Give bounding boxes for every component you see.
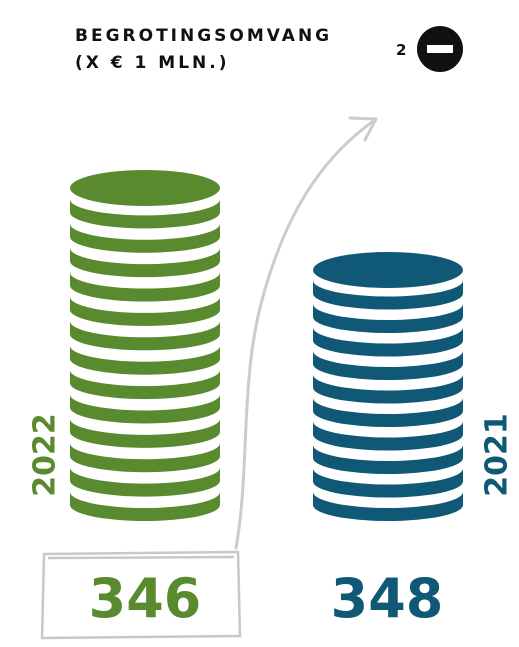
title: BEGROTINGSOMVANG [75,26,332,46]
coin-top [70,170,220,206]
highlight-box [40,550,242,640]
value-label: 346 [89,567,202,630]
year-label: 2022 [28,413,63,497]
value-label: 348 [331,567,444,630]
arrow [234,120,374,550]
arrow-head [348,116,378,142]
badge-bar [427,45,453,53]
coin-top [313,252,463,288]
badge-number: 2 [396,41,406,59]
stacks [70,170,463,521]
year-label: 2021 [480,413,515,497]
subtitle: (X € 1 MLN.) [75,53,230,73]
